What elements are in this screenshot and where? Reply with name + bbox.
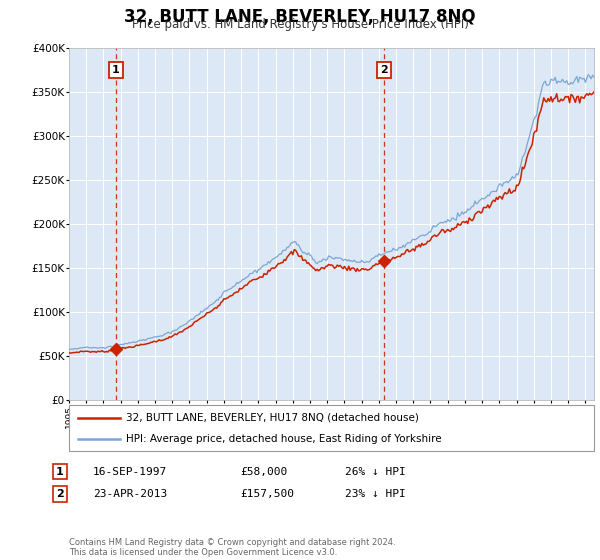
Text: HPI: Average price, detached house, East Riding of Yorkshire: HPI: Average price, detached house, East…: [126, 435, 442, 444]
Text: £157,500: £157,500: [240, 489, 294, 499]
Text: 26% ↓ HPI: 26% ↓ HPI: [345, 466, 406, 477]
Text: 2: 2: [380, 64, 388, 74]
Text: Price paid vs. HM Land Registry's House Price Index (HPI): Price paid vs. HM Land Registry's House …: [131, 18, 469, 31]
Text: 23% ↓ HPI: 23% ↓ HPI: [345, 489, 406, 499]
Text: £58,000: £58,000: [240, 466, 287, 477]
Text: 16-SEP-1997: 16-SEP-1997: [93, 466, 167, 477]
Text: 32, BUTT LANE, BEVERLEY, HU17 8NQ (detached house): 32, BUTT LANE, BEVERLEY, HU17 8NQ (detac…: [126, 413, 419, 423]
Text: 2: 2: [56, 489, 64, 499]
Text: Contains HM Land Registry data © Crown copyright and database right 2024.
This d: Contains HM Land Registry data © Crown c…: [69, 538, 395, 557]
Text: 1: 1: [56, 466, 64, 477]
Text: 23-APR-2013: 23-APR-2013: [93, 489, 167, 499]
Text: 32, BUTT LANE, BEVERLEY, HU17 8NQ: 32, BUTT LANE, BEVERLEY, HU17 8NQ: [124, 8, 476, 26]
Text: 1: 1: [112, 64, 119, 74]
